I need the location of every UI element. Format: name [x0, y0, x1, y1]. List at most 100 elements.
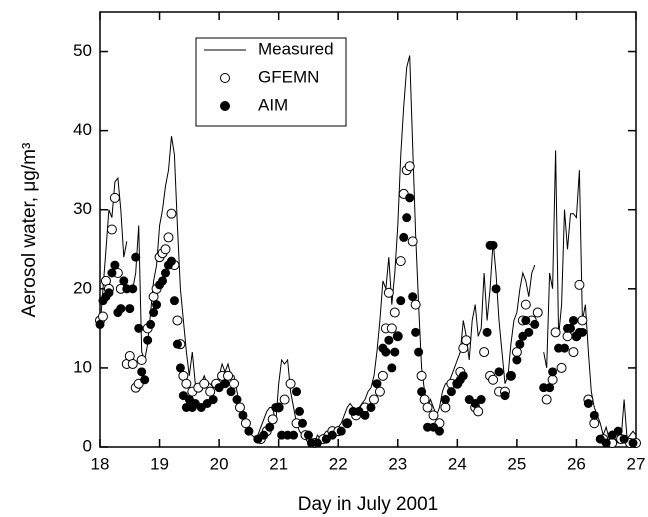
y-tick-label: 0 [83, 436, 92, 455]
gfemn-point [199, 378, 210, 389]
y-tick-label: 30 [73, 199, 92, 218]
gfemn-point [479, 347, 490, 358]
aim-point [146, 319, 156, 329]
aim-point [110, 260, 120, 270]
aim-point [619, 434, 629, 444]
gfemn-point [511, 347, 522, 358]
aim-point [417, 387, 427, 397]
aim-point [143, 335, 153, 345]
aim-point [289, 430, 299, 440]
aim-point [491, 284, 501, 294]
x-tick-label: 21 [269, 454, 288, 473]
gfemn-point [279, 394, 290, 405]
x-tick-label: 25 [507, 454, 526, 473]
aim-point [131, 252, 141, 262]
aim-point [292, 387, 302, 397]
gfemn-point [577, 315, 588, 326]
aim-point [458, 371, 468, 381]
aim-point [515, 339, 525, 349]
gfemn-point [377, 370, 388, 381]
aim-point [175, 363, 185, 373]
aim-point [140, 375, 150, 385]
gfemn-point [589, 418, 600, 429]
aim-point [601, 438, 611, 448]
aim-point [545, 383, 555, 393]
gfemn-point [160, 244, 171, 255]
aim-point [568, 315, 578, 325]
aim-point [208, 395, 218, 405]
gfemn-point [267, 414, 278, 425]
y-axis-label: Aerosol water, μg/m³ [19, 143, 40, 318]
aim-point [295, 406, 305, 416]
gfemn-point [181, 378, 192, 389]
aim-point [372, 379, 382, 389]
gfemn-point [395, 256, 406, 267]
x-tick-label: 27 [627, 454, 646, 473]
gfemn-point [97, 311, 108, 322]
aim-point [274, 402, 284, 412]
x-tick-label: 18 [91, 454, 110, 473]
gfemn-point [461, 335, 472, 346]
aim-point [530, 319, 540, 329]
x-tick-label: 22 [329, 454, 348, 473]
gfemn-point [386, 323, 397, 334]
aim-point [327, 430, 337, 440]
gfemn-point [428, 410, 439, 421]
aim-point [104, 288, 114, 298]
gfemn-point [166, 208, 177, 219]
aim-point [577, 327, 587, 337]
gfemn-point [374, 386, 385, 397]
aim-point [158, 276, 168, 286]
gfemn-point [422, 402, 433, 413]
gfemn-point [532, 307, 543, 318]
gfemn-point [404, 161, 415, 172]
aim-point [524, 327, 534, 337]
gfemn-point [223, 370, 234, 381]
aim-point [238, 410, 248, 420]
gfemn-point [550, 327, 561, 338]
gfemn-point [163, 232, 174, 243]
aim-point [446, 387, 456, 397]
aim-point [342, 418, 352, 428]
aim-point [393, 331, 403, 341]
aim-point [137, 367, 147, 377]
aim-point [476, 395, 486, 405]
aim-point [405, 193, 415, 203]
aim-point [411, 327, 421, 337]
aim-point [360, 410, 370, 420]
legend-label: Measured [258, 39, 334, 58]
aim-point [303, 430, 313, 440]
legend-label: GFEMN [258, 67, 319, 86]
y-tick-label: 10 [73, 357, 92, 376]
aim-point [402, 213, 412, 223]
gfemn-point [440, 402, 451, 413]
aim-point [399, 232, 409, 242]
aim-point [434, 426, 444, 436]
plot-frame [99, 11, 637, 448]
aim-point [384, 335, 394, 345]
aim-point [583, 399, 593, 408]
aim-point [589, 410, 599, 420]
legend-box [195, 37, 347, 127]
gfemn-point [383, 287, 394, 298]
x-axis-label: Day in July 2001 [298, 494, 438, 515]
aim-point [297, 418, 307, 428]
aim-point [95, 319, 105, 329]
aim-point [149, 308, 159, 318]
aim-point [390, 347, 400, 357]
aim-point [381, 347, 391, 357]
aim-point [396, 296, 406, 306]
gfemn-point [136, 355, 147, 365]
x-tick-label: 24 [448, 454, 467, 473]
y-tick-label: 20 [73, 278, 92, 297]
aim-point [521, 315, 531, 325]
gfemn-point [285, 378, 296, 389]
gfemn-point [541, 394, 552, 405]
gfemn-point [368, 394, 379, 405]
aim-point [107, 268, 117, 278]
aim-point [482, 327, 492, 337]
aim-point [488, 240, 498, 250]
gfemn-point [416, 370, 427, 381]
